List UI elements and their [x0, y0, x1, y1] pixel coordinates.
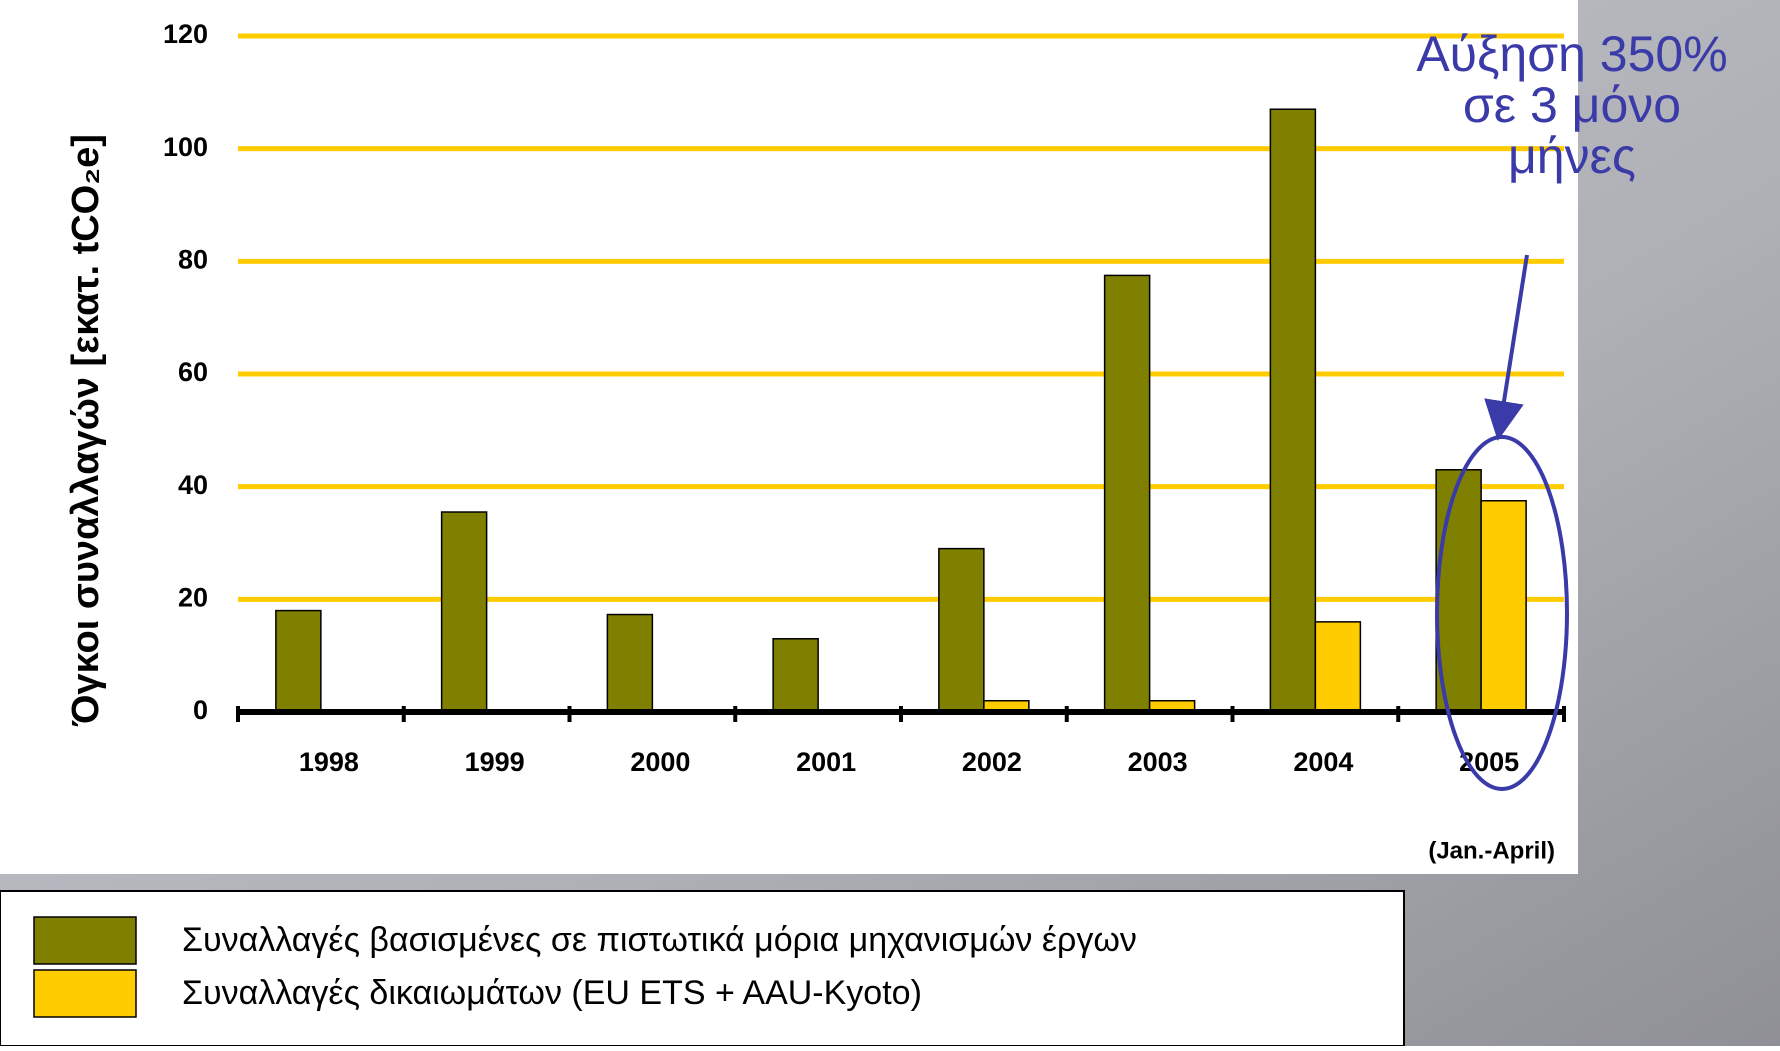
annotation-text: μήνες	[1508, 128, 1636, 184]
x-note: (Jan.-April)	[1428, 837, 1555, 864]
x-tick-label: 2004	[1293, 747, 1353, 777]
y-tick-label: 40	[178, 470, 208, 500]
x-tick-label: 2000	[630, 747, 690, 777]
bar	[939, 549, 984, 712]
chart: Όγκοι συναλλαγών [εκατ. tCO₂e] (Jan.-Apr…	[0, 0, 1780, 1046]
y-tick-label: 80	[178, 244, 208, 274]
y-tick-label: 0	[193, 695, 208, 725]
page: Όγκοι συναλλαγών [εκατ. tCO₂e] (Jan.-Apr…	[0, 0, 1780, 1046]
bar	[773, 639, 818, 712]
bar	[1105, 275, 1150, 712]
y-tick-label: 120	[163, 19, 208, 49]
y-tick-label: 20	[178, 582, 208, 612]
x-tick-label: 1998	[299, 747, 359, 777]
legend-box	[0, 891, 1404, 1046]
x-tick-label: 1999	[465, 747, 525, 777]
bar	[1315, 622, 1360, 712]
bar	[1270, 109, 1315, 712]
bar	[607, 615, 652, 712]
legend-label: Συναλλαγές δικαιωμάτων (EU ETS + AAU-Kyo…	[182, 974, 922, 1012]
bar	[276, 611, 321, 712]
legend-swatch	[34, 917, 136, 964]
y-tick-label: 60	[178, 357, 208, 387]
y-axis-label: Όγκοι συναλλαγών [εκατ. tCO₂e]	[65, 134, 107, 727]
bar	[442, 512, 487, 712]
plot-panel	[0, 0, 1578, 874]
x-tick-label: 2002	[962, 747, 1022, 777]
annotation-text: σε 3 μόνο	[1463, 77, 1681, 133]
y-tick-label: 100	[163, 132, 208, 162]
bar	[1481, 501, 1526, 712]
x-tick-label: 2003	[1128, 747, 1188, 777]
legend-swatch	[34, 970, 136, 1017]
legend-label: Συναλλαγές βασισμένες σε πιστωτικά μόρια…	[182, 921, 1137, 959]
x-tick-label: 2001	[796, 747, 856, 777]
annotation-text: Αύξηση 350%	[1416, 26, 1727, 82]
